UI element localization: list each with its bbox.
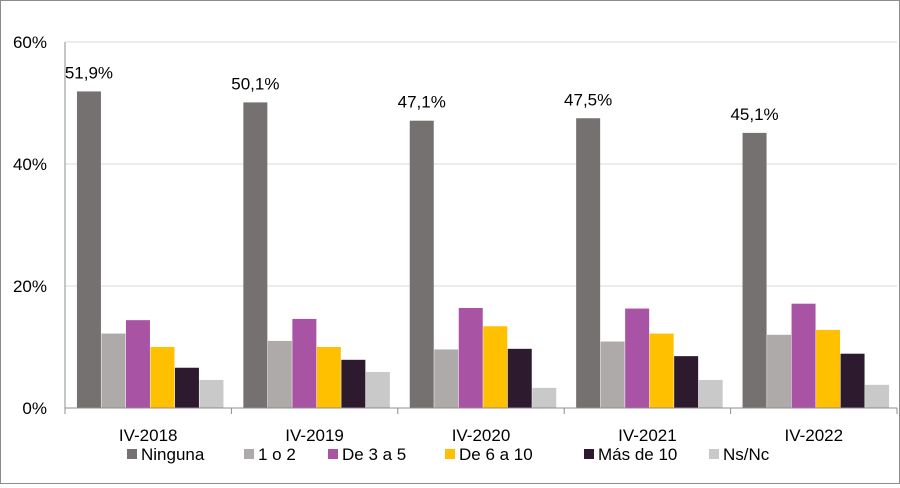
legend-label: 1 o 2 <box>258 445 296 464</box>
y-tick-label: 40% <box>13 155 47 174</box>
bar-ns-nc-iv-2022 <box>865 384 890 408</box>
legend-label: De 3 a 5 <box>342 445 406 464</box>
data-labels: 51,9% 50,1% 47,1% 47,5% 45,1% <box>65 63 779 123</box>
x-tick-label: IV-2021 <box>618 426 677 445</box>
legend-label: Más de 10 <box>598 445 677 464</box>
legend-swatch <box>127 449 137 459</box>
legend-item: Ninguna <box>127 445 205 464</box>
bar-1-o-2-iv-2020 <box>434 349 459 408</box>
bar-ninguna-iv-2018 <box>76 91 101 408</box>
legend-swatch <box>584 449 594 459</box>
legend-swatch <box>328 449 338 459</box>
legend-label: Ninguna <box>141 445 205 464</box>
legend-item: De 3 a 5 <box>328 445 406 464</box>
bar-m-s-de-10-iv-2022 <box>840 353 865 408</box>
y-tick-label: 60% <box>13 33 47 52</box>
legend-item: 1 o 2 <box>244 445 296 464</box>
y-tick-label: 20% <box>13 277 47 296</box>
x-axis: IV-2018 IV-2019 IV-2020 IV-2021 IV-2022 <box>64 42 898 445</box>
bar-1-o-2-iv-2019 <box>267 340 292 408</box>
bar-de-6-a-10-iv-2021 <box>649 333 674 408</box>
bar-m-s-de-10-iv-2019 <box>341 359 366 408</box>
legend-label: De 6 a 10 <box>459 445 533 464</box>
data-label: 47,1% <box>398 93 446 112</box>
legend-swatch <box>709 449 719 459</box>
data-label: 51,9% <box>65 63 113 82</box>
bar-de-6-a-10-iv-2022 <box>816 329 841 408</box>
bar-de-3-a-5-iv-2021 <box>625 308 650 408</box>
bar-1-o-2-iv-2018 <box>101 333 126 408</box>
bar-de-6-a-10-iv-2020 <box>483 326 508 408</box>
legend-item: Ns/Nc <box>709 445 770 464</box>
legend-swatch <box>244 449 254 459</box>
bar-1-o-2-iv-2022 <box>767 334 792 408</box>
legend-item: Más de 10 <box>584 445 677 464</box>
data-label: 45,1% <box>730 105 778 124</box>
bar-de-3-a-5-iv-2018 <box>125 320 150 408</box>
legend: Ninguna 1 o 2 De 3 a 5 De 6 a 10 Más de 10 Ns… <box>127 445 770 464</box>
bar-1-o-2-iv-2021 <box>600 341 625 408</box>
x-tick-label: IV-2019 <box>285 426 344 445</box>
bar-de-3-a-5-iv-2019 <box>292 318 317 408</box>
x-tick-label: IV-2018 <box>119 426 178 445</box>
bar-ns-nc-iv-2018 <box>199 379 224 408</box>
bar-ninguna-iv-2019 <box>243 102 268 408</box>
x-tick-label: IV-2020 <box>452 426 511 445</box>
legend-item: De 6 a 10 <box>445 445 533 464</box>
gridlines <box>65 41 897 287</box>
bar-de-3-a-5-iv-2022 <box>791 303 816 408</box>
bar-de-3-a-5-iv-2020 <box>458 307 483 408</box>
bar-ns-nc-iv-2020 <box>532 387 557 408</box>
bar-de-6-a-10-iv-2018 <box>150 347 175 408</box>
bar-m-s-de-10-iv-2021 <box>674 356 699 408</box>
x-tick-label: IV-2022 <box>784 426 843 445</box>
bars <box>76 91 890 408</box>
legend-label: Ns/Nc <box>723 445 770 464</box>
bar-m-s-de-10-iv-2020 <box>507 348 532 408</box>
bar-ninguna-iv-2022 <box>742 132 767 408</box>
data-label: 50,1% <box>231 74 279 93</box>
bar-ns-nc-iv-2019 <box>365 372 390 408</box>
bar-de-6-a-10-iv-2019 <box>316 347 341 408</box>
legend-swatch <box>445 449 455 459</box>
bar-ninguna-iv-2021 <box>576 118 601 408</box>
bar-m-s-de-10-iv-2018 <box>174 367 199 408</box>
bar-ninguna-iv-2020 <box>409 120 434 408</box>
y-tick-label: 0% <box>22 399 47 418</box>
y-axis-ticks: 0% 20% 40% 60% <box>13 33 47 418</box>
bar-ns-nc-iv-2021 <box>698 379 723 408</box>
data-label: 47,5% <box>564 90 612 109</box>
